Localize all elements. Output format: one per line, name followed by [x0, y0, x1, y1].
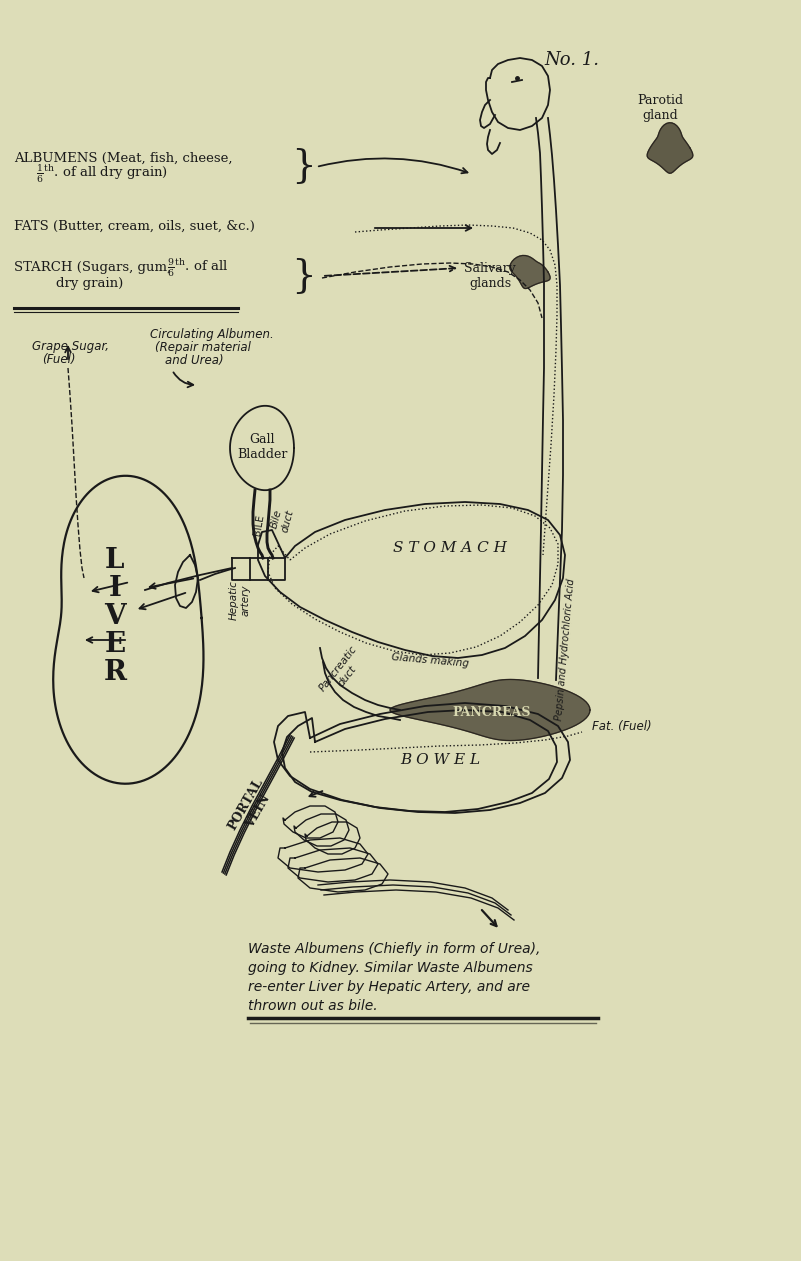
Text: Pepsin and Hydrochloric Acid: Pepsin and Hydrochloric Acid [553, 579, 576, 721]
Text: STARCH (Sugars, gum,: STARCH (Sugars, gum, [14, 261, 175, 275]
Text: ALBUMENS (Meat, fish, cheese,: ALBUMENS (Meat, fish, cheese, [14, 151, 232, 164]
Polygon shape [647, 122, 693, 173]
Text: Gall
Bladder: Gall Bladder [237, 433, 288, 462]
Text: Grape Sugar,: Grape Sugar, [32, 340, 109, 353]
Text: BILE: BILE [252, 513, 266, 536]
Text: Hepatic
artery: Hepatic artery [229, 580, 251, 620]
Text: (Fuel): (Fuel) [42, 353, 75, 366]
Text: Fat. (Fuel): Fat. (Fuel) [592, 720, 652, 733]
Text: B O W E L: B O W E L [400, 753, 480, 767]
Text: No. 1.: No. 1. [545, 50, 599, 69]
Text: PANCREAS: PANCREAS [453, 705, 531, 719]
Text: I: I [109, 575, 122, 601]
Text: Salivary
glands: Salivary glands [464, 262, 516, 290]
Text: dry grain): dry grain) [56, 276, 123, 290]
Text: and Urea): and Urea) [165, 354, 223, 367]
Text: L: L [105, 546, 125, 574]
Text: R: R [103, 658, 127, 686]
Text: V: V [104, 603, 126, 629]
Text: Glands making: Glands making [391, 652, 469, 668]
Text: Circulating Albumen.: Circulating Albumen. [150, 328, 274, 340]
Text: $\mathregular{\frac{1}{6}}$$\mathregular{^{th}}$. of all dry grain): $\mathregular{\frac{1}{6}}$$\mathregular… [36, 163, 168, 185]
Polygon shape [390, 680, 590, 740]
Text: }: } [291, 149, 316, 185]
Text: }: } [291, 257, 316, 295]
Text: Parotid
gland: Parotid gland [637, 95, 683, 122]
Text: thrown out as bile.: thrown out as bile. [248, 999, 377, 1013]
Text: $\mathregular{\frac{9}{6}}$$\mathregular{^{th}}$. of all: $\mathregular{\frac{9}{6}}$$\mathregular… [167, 257, 228, 279]
Text: FATS (Butter, cream, oils, suet, &c.): FATS (Butter, cream, oils, suet, &c.) [14, 219, 255, 232]
Text: S T O M A C H: S T O M A C H [393, 541, 507, 555]
Text: Pancreatic
duct: Pancreatic duct [318, 644, 368, 700]
Text: (Repair material: (Repair material [155, 340, 251, 354]
Text: PORTAL
VEIN: PORTAL VEIN [225, 776, 279, 840]
Text: going to Kidney. Similar Waste Albumens: going to Kidney. Similar Waste Albumens [248, 961, 533, 975]
Text: re-enter Liver by Hepatic Artery, and are: re-enter Liver by Hepatic Artery, and ar… [248, 980, 530, 994]
Text: E: E [104, 630, 126, 657]
Text: Waste Albumens (Chiefly in form of Urea),: Waste Albumens (Chiefly in form of Urea)… [248, 942, 541, 956]
Polygon shape [510, 256, 550, 289]
Text: Bile
duct: Bile duct [268, 506, 296, 533]
